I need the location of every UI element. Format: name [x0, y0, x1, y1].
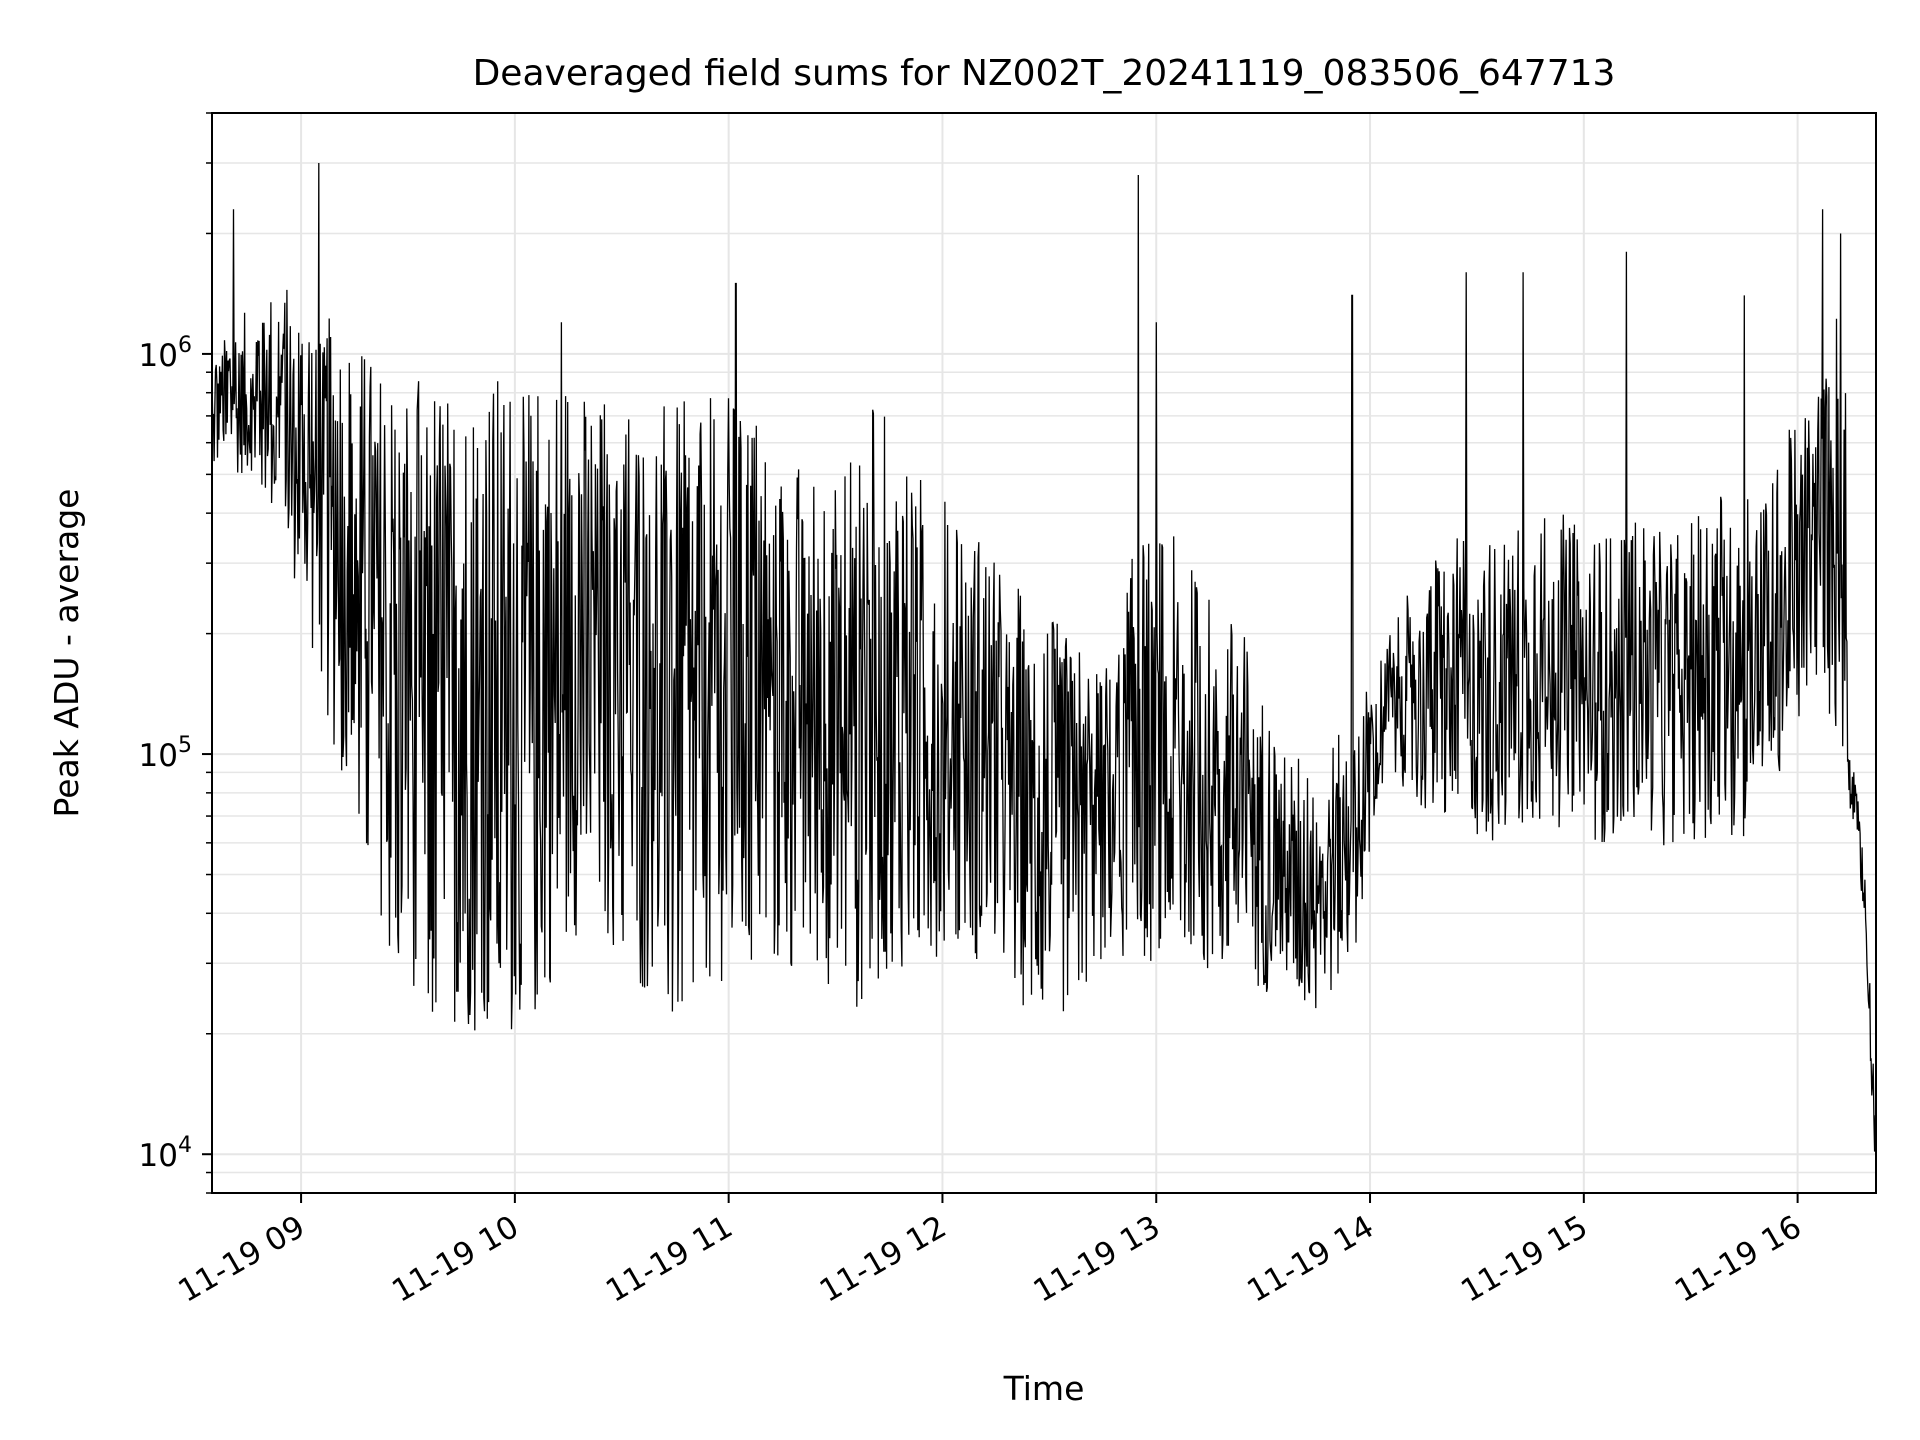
plot-frame [211, 112, 1877, 1194]
y-tick-label: 106 [139, 333, 192, 374]
series-line [211, 162, 1877, 1152]
series-path [211, 162, 1877, 1152]
y-tick-exponent: 5 [178, 733, 192, 758]
y-tick-exponent: 4 [178, 1133, 192, 1158]
chart-title: Deaveraged field sums for NZ002T_2024111… [473, 53, 1616, 94]
y-axis-label: Peak ADU - average [47, 489, 86, 818]
y-tick-exponent: 6 [178, 333, 192, 358]
x-axis-label: Time [1003, 1369, 1085, 1408]
